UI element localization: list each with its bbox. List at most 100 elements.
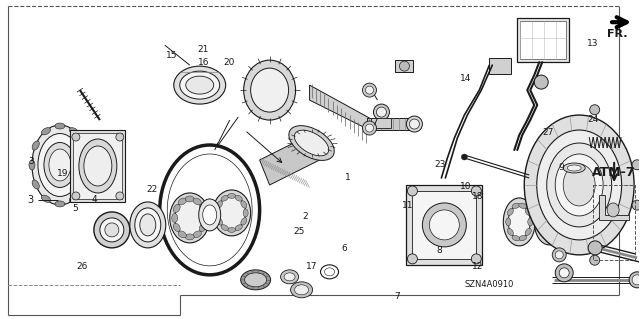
Text: 16: 16 — [198, 58, 209, 67]
Ellipse shape — [284, 273, 295, 281]
Bar — [70, 130, 125, 202]
Ellipse shape — [44, 143, 76, 188]
Ellipse shape — [251, 68, 289, 112]
Text: 3: 3 — [27, 195, 33, 205]
Text: 26: 26 — [76, 262, 88, 271]
Text: 13: 13 — [588, 39, 599, 48]
Ellipse shape — [199, 223, 206, 232]
Ellipse shape — [185, 234, 194, 240]
Text: 19: 19 — [57, 169, 68, 178]
Circle shape — [362, 121, 376, 135]
Ellipse shape — [130, 202, 166, 248]
Text: 2: 2 — [303, 212, 308, 221]
Circle shape — [632, 275, 640, 285]
Text: 4: 4 — [92, 195, 97, 204]
Circle shape — [94, 212, 130, 248]
Ellipse shape — [55, 201, 65, 207]
Ellipse shape — [280, 270, 299, 284]
Ellipse shape — [519, 203, 527, 208]
Bar — [593, 185, 635, 260]
Circle shape — [408, 254, 417, 264]
Circle shape — [100, 218, 124, 242]
Ellipse shape — [241, 201, 247, 208]
Circle shape — [471, 254, 481, 264]
Ellipse shape — [503, 198, 535, 246]
Ellipse shape — [528, 218, 532, 226]
Ellipse shape — [607, 203, 619, 217]
Text: 15: 15 — [166, 51, 177, 61]
Ellipse shape — [537, 130, 621, 240]
Ellipse shape — [42, 195, 51, 202]
Bar — [520, 21, 566, 59]
Ellipse shape — [567, 165, 581, 171]
Ellipse shape — [524, 115, 634, 255]
Ellipse shape — [32, 180, 39, 189]
Ellipse shape — [167, 154, 252, 266]
Text: 20: 20 — [223, 58, 234, 67]
Ellipse shape — [563, 163, 585, 173]
Ellipse shape — [140, 214, 156, 236]
Ellipse shape — [235, 225, 243, 231]
Text: SZN4A0910: SZN4A0910 — [465, 280, 514, 289]
Circle shape — [471, 186, 481, 196]
Text: 27: 27 — [543, 128, 554, 137]
Circle shape — [116, 192, 124, 200]
Ellipse shape — [81, 180, 88, 189]
Ellipse shape — [55, 123, 65, 129]
Text: 5: 5 — [72, 204, 78, 213]
Ellipse shape — [186, 76, 214, 94]
Circle shape — [632, 200, 640, 210]
Text: 1: 1 — [346, 173, 351, 182]
Polygon shape — [367, 118, 415, 130]
Polygon shape — [599, 195, 629, 220]
Circle shape — [534, 75, 548, 89]
Circle shape — [559, 268, 569, 278]
Circle shape — [116, 133, 124, 141]
Text: 10: 10 — [460, 182, 471, 191]
Ellipse shape — [540, 206, 559, 238]
Ellipse shape — [216, 218, 223, 225]
Ellipse shape — [241, 270, 271, 290]
Ellipse shape — [85, 160, 91, 170]
Text: FR.: FR. — [607, 29, 627, 39]
Ellipse shape — [185, 196, 194, 202]
Ellipse shape — [525, 208, 531, 215]
Ellipse shape — [170, 193, 210, 243]
Ellipse shape — [235, 195, 243, 201]
Text: 9: 9 — [558, 163, 564, 172]
Circle shape — [399, 61, 410, 71]
Circle shape — [422, 203, 467, 247]
Circle shape — [556, 251, 563, 259]
Ellipse shape — [228, 227, 236, 233]
Text: 14: 14 — [460, 74, 471, 83]
Ellipse shape — [289, 126, 334, 160]
Bar — [412, 191, 476, 259]
Circle shape — [632, 160, 640, 170]
Ellipse shape — [180, 71, 220, 99]
Ellipse shape — [175, 199, 205, 237]
Circle shape — [374, 104, 390, 120]
Polygon shape — [260, 135, 319, 185]
Ellipse shape — [178, 198, 186, 205]
Circle shape — [629, 272, 640, 288]
Ellipse shape — [228, 193, 236, 198]
Circle shape — [72, 133, 80, 141]
Text: 12: 12 — [472, 262, 484, 271]
Circle shape — [365, 86, 374, 94]
Text: 11: 11 — [402, 201, 413, 210]
Circle shape — [362, 83, 376, 97]
Ellipse shape — [212, 190, 251, 236]
Ellipse shape — [178, 231, 186, 238]
Ellipse shape — [244, 273, 267, 287]
Ellipse shape — [199, 199, 221, 231]
Ellipse shape — [241, 218, 247, 225]
Ellipse shape — [294, 130, 329, 156]
Text: 8: 8 — [437, 246, 443, 255]
Ellipse shape — [173, 66, 226, 104]
Ellipse shape — [69, 195, 79, 202]
Ellipse shape — [563, 164, 595, 206]
Bar — [406, 185, 483, 265]
Text: 17: 17 — [306, 262, 317, 271]
Ellipse shape — [135, 208, 161, 242]
Circle shape — [365, 124, 374, 132]
